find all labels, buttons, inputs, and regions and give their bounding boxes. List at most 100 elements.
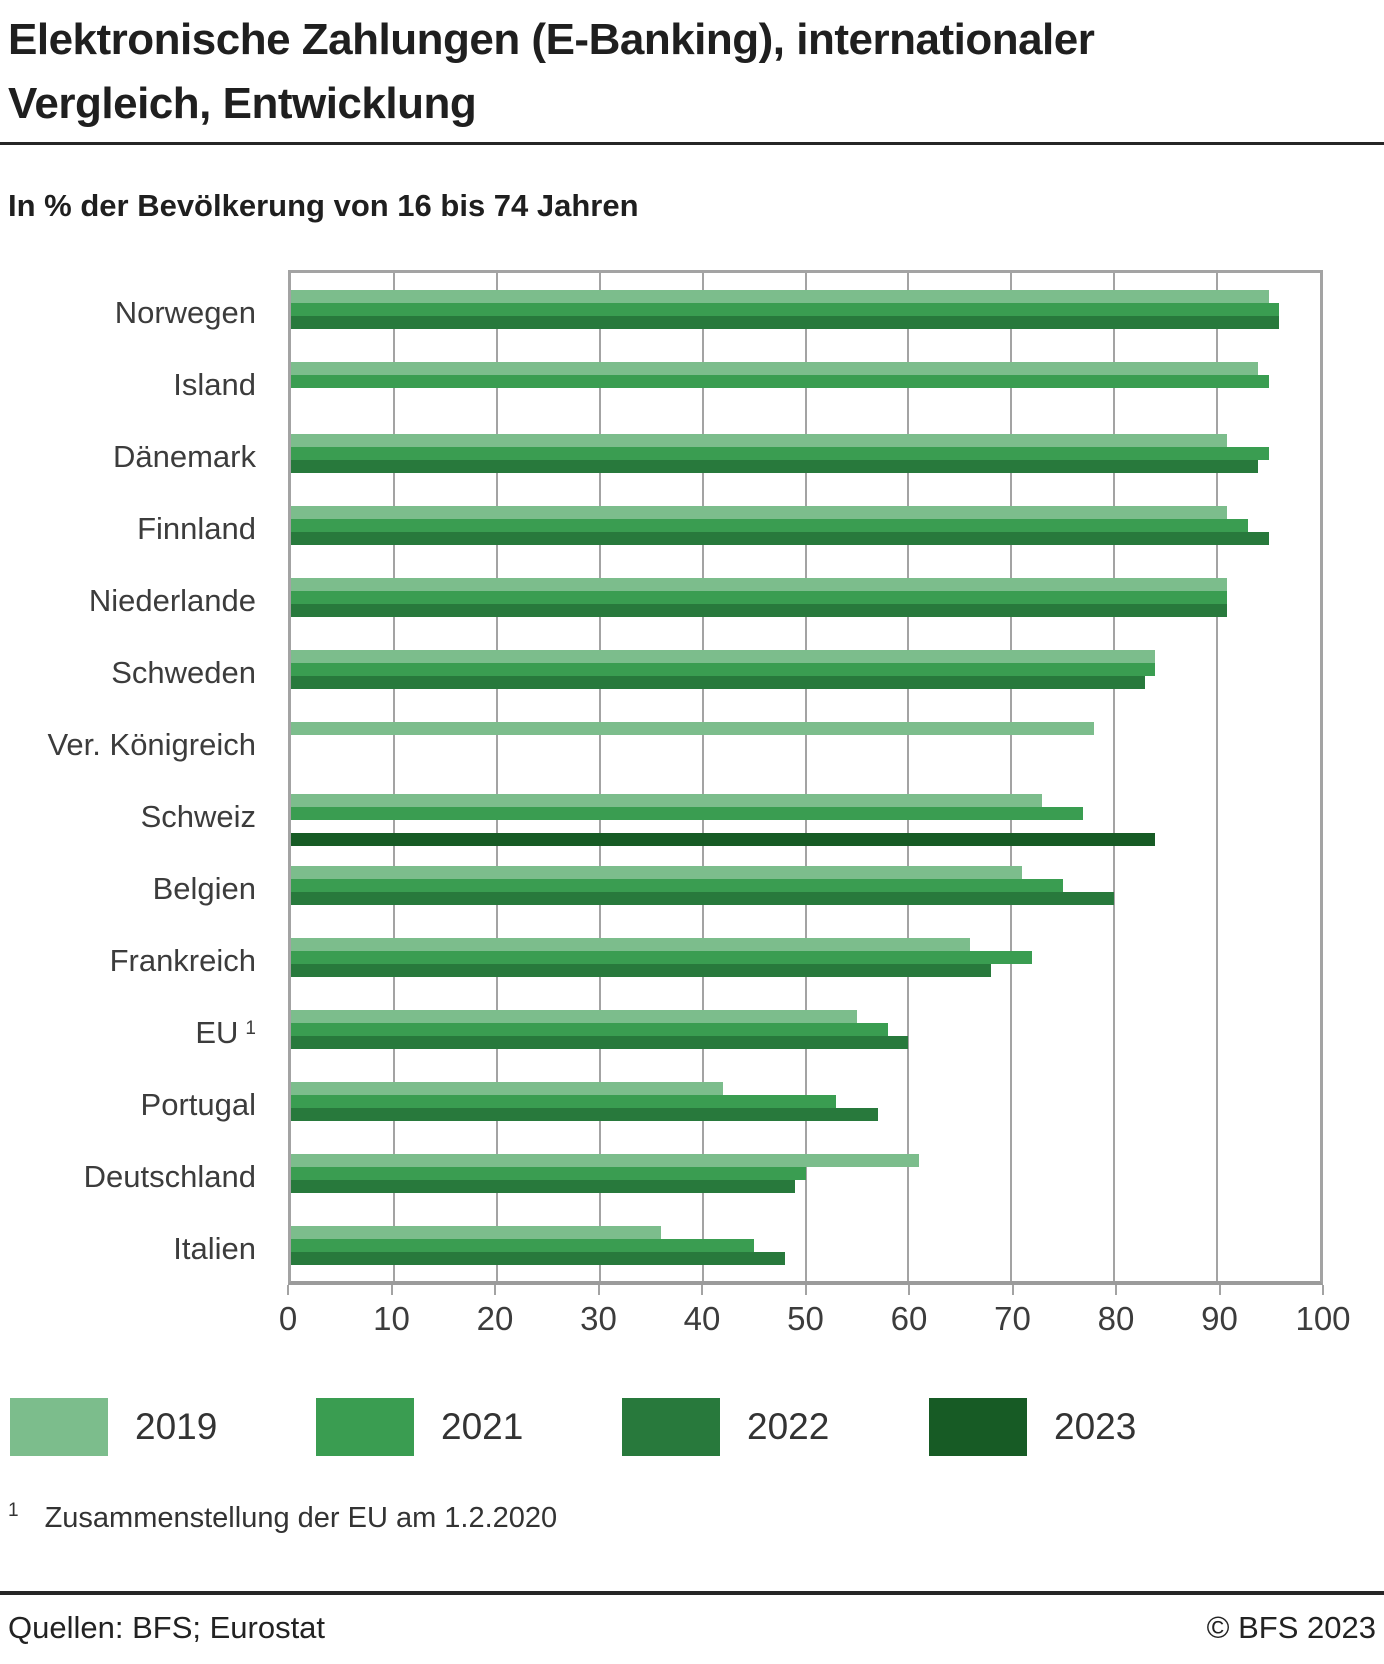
legend-label-2021: 2021: [441, 1406, 524, 1447]
legend-label-2023: 2023: [1054, 1406, 1137, 1447]
category-label-ver-k-nigreich: Ver. Königreich: [47, 727, 256, 762]
tick-label-80: 80: [1097, 1300, 1135, 1337]
footer-copyright: © BFS 2023: [1206, 1610, 1376, 1645]
bar-2019-schweden: [291, 650, 1156, 663]
bar-2022-belgien: [291, 892, 1115, 905]
legend-swatch-1: [316, 1398, 414, 1456]
bar-2019-norwegen: [291, 290, 1269, 303]
category-label-eu: EU 1: [195, 1015, 256, 1050]
gridline-70: [1010, 273, 1013, 1281]
chart-row-10: [291, 997, 1320, 1069]
bar-2019-ver-k-nigreich: [291, 722, 1094, 735]
tick-mark-40: [701, 1285, 703, 1295]
category-label-italien: Italien: [173, 1231, 256, 1266]
chart-row-1: [291, 349, 1320, 421]
footnote-marker: 1: [8, 1500, 19, 1521]
tick-label-60: 60: [890, 1300, 928, 1337]
category-label-frankreich: Frankreich: [109, 943, 256, 978]
tick-mark-10: [390, 1285, 393, 1295]
bar-2019-portugal: [291, 1082, 724, 1095]
bar-2021-island: [291, 375, 1269, 388]
chart-row-0: [291, 277, 1320, 349]
chart-subtitle: In % der Bevölkerung von 16 bis 74 Jahre…: [8, 188, 639, 223]
bar-2021-schweden: [291, 663, 1156, 676]
bar-2019-finnland: [291, 506, 1228, 519]
bar-2022-d-nemark: [291, 460, 1259, 473]
tick-label-100: 100: [1295, 1300, 1351, 1337]
tick-mark-0: [287, 1285, 289, 1295]
legend: 2019 2021 2022 2023: [0, 1398, 1384, 1456]
gridline-30: [598, 273, 601, 1281]
tick-mark-70: [1011, 1285, 1014, 1295]
chart-row-3: [291, 493, 1320, 565]
bar-2019-eu: [291, 1010, 857, 1023]
chart-row-6: [291, 709, 1320, 781]
tick-label-10: 10: [373, 1300, 410, 1337]
legend-label-2022: 2022: [747, 1406, 830, 1447]
bar-2021-niederlande: [291, 591, 1228, 604]
category-label-portugal: Portugal: [140, 1087, 256, 1122]
gridline-20: [495, 273, 498, 1281]
tick-label-0: 0: [278, 1300, 298, 1337]
gridline-40: [701, 273, 704, 1281]
tick-label-50: 50: [787, 1300, 824, 1337]
bar-2022-schweden: [291, 676, 1146, 689]
chart-row-9: [291, 925, 1320, 997]
footnote-text: Zusammenstellung der EU am 1.2.2020: [44, 1502, 558, 1534]
legend-swatch-3: [929, 1398, 1027, 1456]
category-label-island: Island: [173, 367, 256, 402]
page-title-line-2: Vergleich, Entwicklung: [8, 79, 477, 128]
chart-row-12: [291, 1141, 1320, 1213]
page-title: Elektronische Zahlungen (E-Banking), int…: [8, 8, 1378, 136]
chart-row-13: [291, 1213, 1320, 1285]
category-label-norwegen: Norwegen: [114, 295, 256, 330]
category-label-deutschland: Deutschland: [83, 1159, 256, 1194]
bar-2021-belgien: [291, 879, 1063, 892]
legend-label-2019: 2019: [135, 1406, 218, 1447]
bar-2019-belgien: [291, 866, 1022, 879]
bar-2023-schweiz: [291, 833, 1156, 846]
category-footnote-marker: 1: [245, 1018, 256, 1039]
category-label-d-nemark: Dänemark: [113, 439, 256, 474]
chart-row-4: [291, 565, 1320, 637]
page-title-line-1: Elektronische Zahlungen (E-Banking), int…: [8, 15, 1095, 64]
plot-area: [288, 270, 1323, 1285]
category-label-schweiz: Schweiz: [140, 799, 256, 834]
bar-2021-finnland: [291, 519, 1248, 532]
bar-2019-island: [291, 362, 1259, 375]
category-label-niederlande: Niederlande: [88, 583, 256, 618]
tick-label-30: 30: [580, 1300, 617, 1337]
bar-2021-eu: [291, 1023, 888, 1036]
bar-2021-deutschland: [291, 1167, 806, 1180]
x-axis-tick-marks: [287, 1285, 1324, 1295]
legend-item-2022: 2022: [622, 1398, 829, 1456]
title-divider: [0, 142, 1384, 145]
bar-2022-deutschland: [291, 1180, 796, 1193]
gridline-60: [907, 273, 910, 1281]
category-label-schweden: Schweden: [111, 655, 256, 690]
category-label-finnland: Finnland: [137, 511, 256, 546]
chart-row-5: [291, 637, 1320, 709]
legend-item-2023: 2023: [929, 1398, 1136, 1456]
bar-2021-portugal: [291, 1095, 837, 1108]
bar-2022-portugal: [291, 1108, 878, 1121]
bar-2022-frankreich: [291, 964, 991, 977]
legend-item-2019: 2019: [10, 1398, 217, 1456]
tick-label-20: 20: [476, 1300, 514, 1337]
chart-row-2: [291, 421, 1320, 493]
bar-2019-d-nemark: [291, 434, 1228, 447]
legend-swatch-2: [622, 1398, 720, 1456]
bar-2019-schweiz: [291, 794, 1043, 807]
chart-row-11: [291, 1069, 1320, 1141]
bar-2021-italien: [291, 1239, 755, 1252]
gridline-10: [392, 273, 395, 1281]
bar-2021-norwegen: [291, 303, 1279, 316]
tick-mark-30: [597, 1285, 600, 1295]
x-axis-tick-labels: 0 10 20 30 40 50 60 70 80 90 100: [279, 1300, 1351, 1340]
bar-2019-italien: [291, 1226, 662, 1239]
legend-swatch-0: [10, 1398, 108, 1456]
footnote: 1 Zusammenstellung der EU am 1.2.2020: [8, 1500, 558, 1535]
tick-mark-60: [908, 1285, 910, 1295]
tick-mark-20: [494, 1285, 496, 1295]
tick-mark-80: [1115, 1285, 1117, 1295]
